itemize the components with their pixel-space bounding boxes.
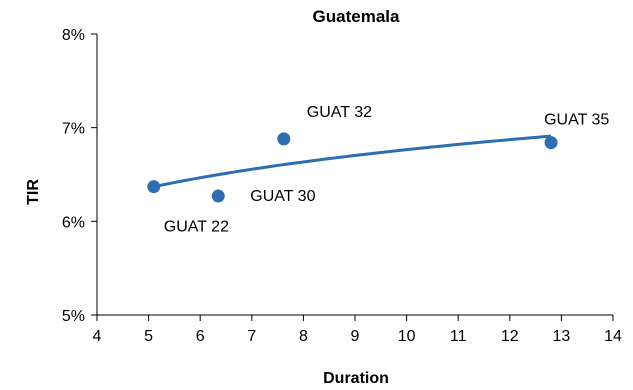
data-points	[147, 132, 558, 203]
point-label: GUAT 30	[250, 188, 315, 205]
x-tick-label: 5	[144, 328, 153, 345]
x-tick-label: 11	[450, 328, 467, 345]
x-tick-label: 10	[398, 328, 416, 345]
axes	[96, 34, 613, 316]
data-point	[277, 132, 291, 146]
y-axis-title: TIR	[25, 179, 42, 205]
x-tick-label: 9	[351, 328, 360, 345]
y-tick-label: 5%	[62, 308, 85, 325]
trendline	[153, 134, 552, 189]
data-point	[211, 189, 225, 203]
x-tick-label: 6	[196, 328, 205, 345]
point-label: GUAT 32	[307, 104, 372, 121]
x-tick-label: 13	[553, 328, 571, 345]
y-tick-label: 6%	[62, 214, 85, 231]
x-axis-title: Duration	[323, 370, 389, 387]
point-label: GUAT 35	[544, 112, 609, 129]
chart-title: Guatemala	[313, 7, 400, 26]
x-tick-label: 7	[247, 328, 256, 345]
x-tick-label: 12	[501, 328, 519, 345]
x-tick-label: 4	[93, 328, 102, 345]
x-tick-label: 8	[299, 328, 308, 345]
y-tick-label: 7%	[62, 121, 85, 138]
point-label: GUAT 22	[164, 219, 229, 236]
data-point	[544, 136, 558, 150]
ticks: 4 5 6 7 8 9 10 11 12 13 14 5% 6% 7% 8%	[62, 27, 622, 345]
data-point	[147, 180, 161, 194]
trendline-group	[153, 134, 552, 189]
y-tick-label: 8%	[62, 27, 85, 44]
x-tick-label: 14	[604, 328, 622, 345]
point-labels: GUAT 22 GUAT 30 GUAT 32 GUAT 35	[164, 104, 610, 236]
